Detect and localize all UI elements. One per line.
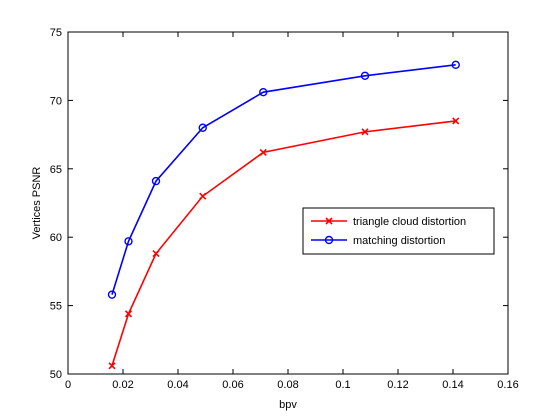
y-tick-label: 50 [50, 369, 62, 381]
series-matching-distortion [107, 60, 460, 299]
x-tick-label: 0.12 [387, 379, 408, 391]
data-point [107, 290, 117, 299]
data-point [124, 310, 133, 318]
x-tick-label: 0.16 [497, 379, 518, 391]
plot-area [67, 31, 509, 375]
x-axis-label: bpv [279, 399, 297, 411]
y-tick-label: 65 [50, 164, 62, 176]
legend-marker [324, 235, 334, 245]
data-point [151, 176, 161, 186]
legend-box [302, 207, 495, 255]
y-axis-label: Vertices PSNR [31, 167, 43, 240]
legend-label: matching distortion [353, 235, 445, 247]
legend-label: triangle cloud distortion [353, 216, 466, 228]
x-tick-label: 0.02 [112, 379, 133, 391]
x-tick-label: 0.1 [335, 379, 350, 391]
x-tick-label: 0.08 [277, 379, 298, 391]
data-point [152, 250, 160, 258]
data-point [108, 362, 116, 370]
data-point [361, 128, 369, 136]
x-tick-label: 0.04 [167, 379, 188, 391]
data-point [452, 117, 460, 125]
series-triangle-cloud-distortion [108, 117, 460, 370]
y-tick-label: 55 [50, 301, 62, 313]
x-tick-label: 0.14 [442, 379, 463, 391]
series-line [111, 64, 456, 295]
data-point [124, 237, 133, 246]
y-tick-label: 70 [50, 95, 62, 107]
legend-marker [325, 217, 333, 225]
y-tick-label: 75 [50, 27, 62, 39]
data-point [259, 148, 267, 156]
data-point [199, 192, 207, 200]
data-point [198, 123, 207, 132]
legend: triangle cloud distortion matching distor… [302, 207, 495, 255]
x-tick-label: 0 [65, 379, 71, 391]
data-point [451, 60, 460, 70]
x-tick-label: 0.06 [222, 379, 243, 391]
y-tick-label: 60 [50, 232, 62, 244]
data-point [360, 71, 370, 80]
data-point [259, 87, 268, 97]
